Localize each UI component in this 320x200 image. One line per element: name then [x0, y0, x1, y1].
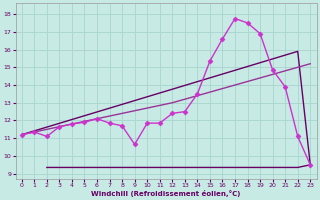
X-axis label: Windchill (Refroidissement éolien,°C): Windchill (Refroidissement éolien,°C)	[91, 190, 241, 197]
